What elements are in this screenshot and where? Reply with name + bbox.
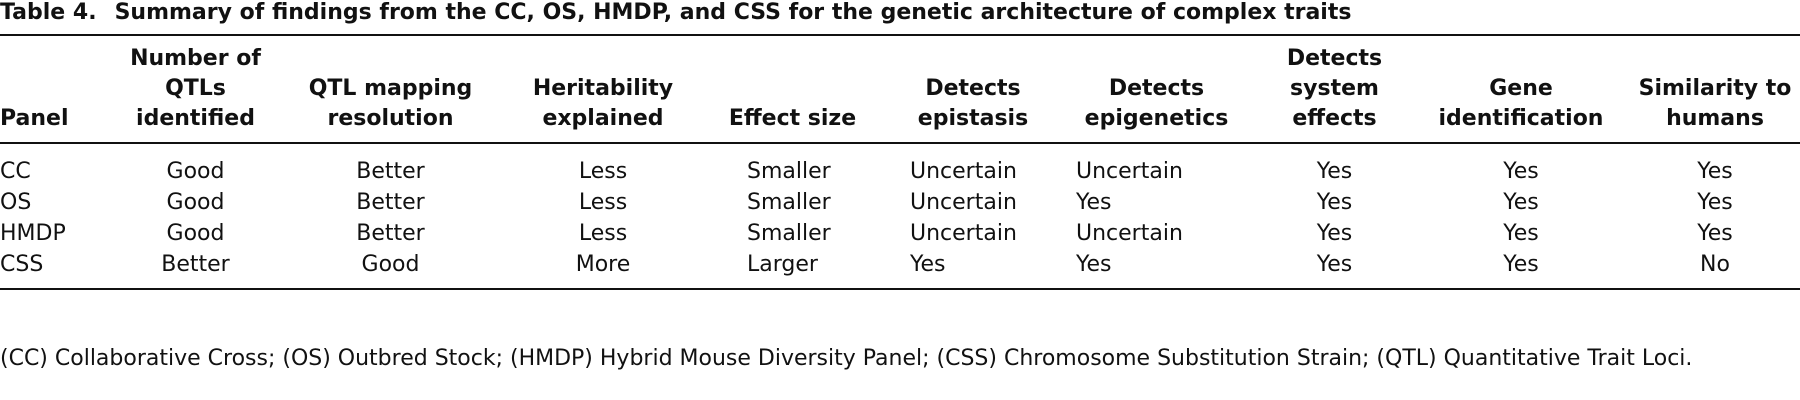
table-cell: Good [361,252,420,277]
table-body: CC Good Better Less Smaller Uncertain Uncertai… [0,143,1800,289]
table-cell: Yes [910,252,946,277]
table-cell: Uncertain [1076,221,1183,246]
table-cell: Less [578,159,628,184]
table-title: Summary of findings from the CC, OS, HMD… [114,0,1352,25]
table-cell: Yes [1316,252,1353,277]
table-cell: Good [166,221,225,246]
table-cell: CSS [0,252,44,277]
table-cell: Better [161,252,230,277]
column-header: Similarity to humans [1638,76,1792,131]
table-label: Table 4. [0,0,97,25]
table-cell: Yes [1076,252,1112,277]
column-header: Gene identification [1438,76,1604,131]
table-cell: OS [0,190,32,215]
table-cell: Uncertain [1076,159,1183,184]
column-header: Detects system effects [1286,46,1383,131]
table-cell: Smaller [747,221,831,246]
table-cell: Larger [747,252,818,277]
table-head: Panel Number of QTLs identified QTL mappin… [0,35,1800,143]
column-header: Effect size [728,106,857,131]
table-cell: Smaller [747,159,831,184]
column-header: Panel [0,106,69,131]
table-cell: CC [0,159,31,184]
table-cell: Uncertain [910,221,1017,246]
table-cell: More [575,252,631,277]
table-cell: Yes [1316,190,1353,215]
footnote: (CC) Collaborative Cross; (OS) Outbred S… [0,346,1693,371]
table-cell: Yes [1503,190,1539,215]
table-cell: Less [578,190,628,215]
table-cell: No [1700,252,1730,277]
table-row: CSS Better Good More Larger Yes Yes Yes Yes No [0,249,1800,289]
table-cell: Yes [1697,190,1733,215]
column-header: Heritability explained [532,76,674,131]
table-cell: Yes [1316,221,1353,246]
table-cell: Uncertain [910,190,1017,215]
column-header: Detects epigenetics [1084,76,1229,131]
table-row: OS Good Better Less Smaller Uncertain Yes Yes Ye… [0,187,1800,218]
table-cell: Better [356,190,425,215]
column-header: QTL mapping resolution [308,76,473,131]
table-cell: Uncertain [910,159,1017,184]
column-header: Detects epistasis [917,76,1029,131]
table-row: HMDP Good Better Less Smaller Uncertain Uncert… [0,218,1800,249]
table-cell: Better [356,159,425,184]
table-cell: Yes [1503,159,1539,184]
table-cell: Less [578,221,628,246]
table-cell: Good [166,190,225,215]
table-cell: Yes [1503,252,1539,277]
table-cell: Yes [1316,159,1353,184]
table-cell: Yes [1697,221,1733,246]
table-cell: Yes [1076,190,1112,215]
table-cell: Yes [1503,221,1539,246]
table-cell: Yes [1697,159,1733,184]
table-cell: Smaller [747,190,831,215]
table: Panel Number of QTLs identified QTL mappin… [0,34,1800,290]
column-header: Number of QTLs identified [130,46,261,131]
header-row: Panel Number of QTLs identified QTL mappin… [0,35,1800,143]
table-cell: Good [166,159,225,184]
table-cell: HMDP [0,221,66,246]
table-caption: Table 4. Summary of findings from the CC,… [0,0,1351,26]
table-row: CC Good Better Less Smaller Uncertain Uncertai… [0,143,1800,187]
table-cell: Better [356,221,425,246]
